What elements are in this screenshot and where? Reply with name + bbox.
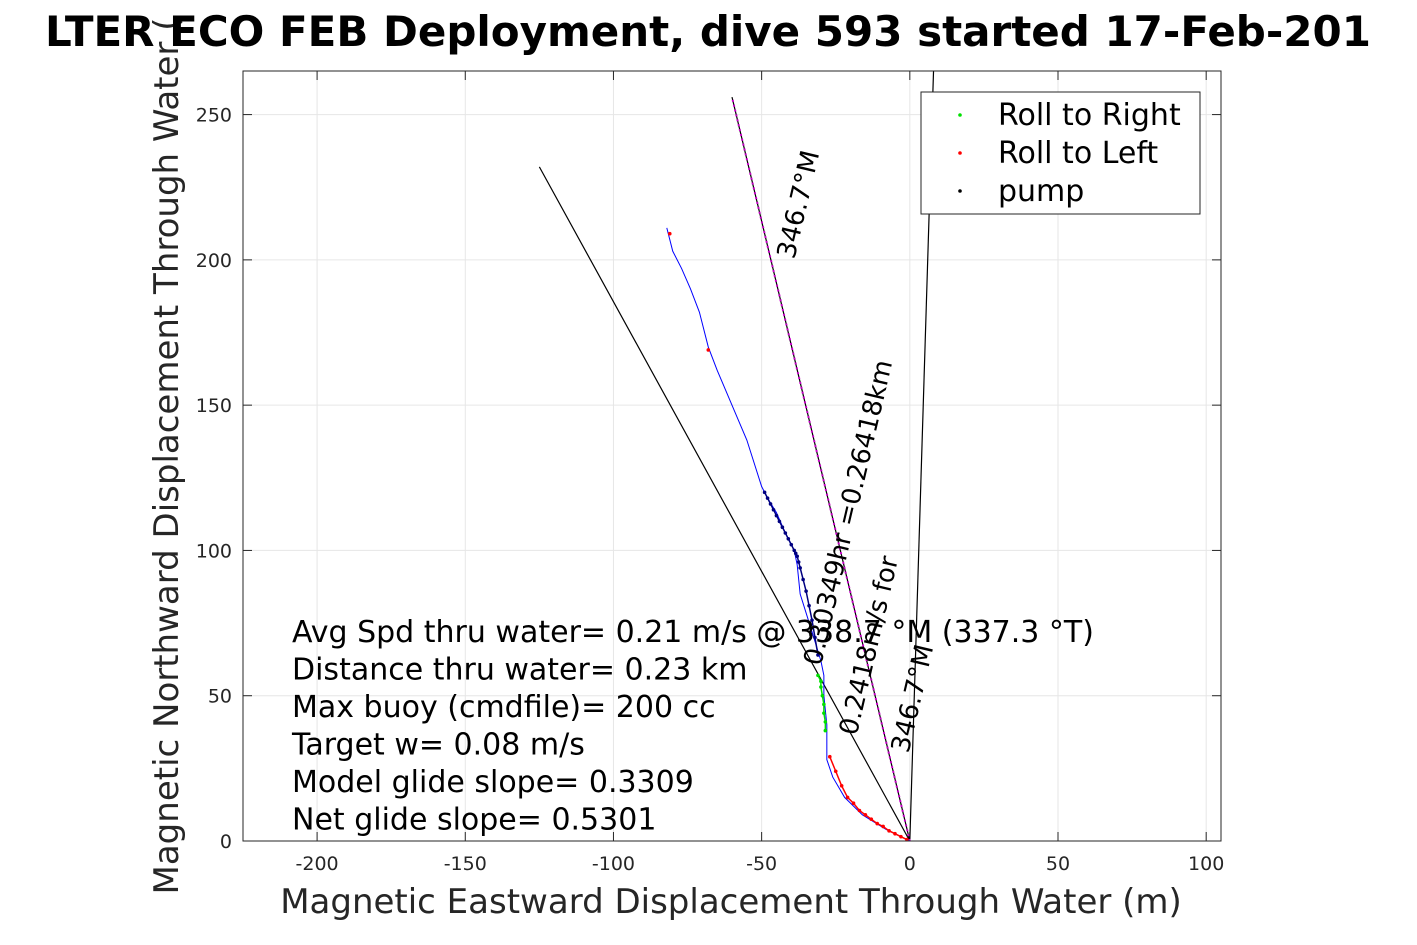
x-tick-label: -100 (592, 853, 635, 875)
data-point (771, 507, 776, 512)
legend-label-pump: pump (998, 174, 1084, 209)
summary-annotations: Avg Spd thru water= 0.21 m/s @ 338.7 °M … (291, 615, 1094, 838)
data-series (666, 227, 911, 841)
y-tick-label: 100 (196, 540, 232, 562)
legend-marker-roll-left (958, 151, 962, 155)
data-point (881, 824, 885, 829)
data-point (789, 542, 794, 547)
data-point (863, 813, 868, 817)
summary-line: Avg Spd thru water= 0.21 m/s @ 338.7 °M … (292, 615, 1094, 650)
data-point (807, 603, 811, 608)
x-axis-ticks: -200 -150 -100 -50 0 50 100 (296, 71, 1224, 875)
x-tick-label: 50 (1046, 853, 1070, 875)
data-point (813, 635, 817, 640)
legend: Roll to Right Roll to Left pump (920, 91, 1201, 215)
data-point (820, 693, 825, 698)
data-point (816, 673, 820, 678)
y-tick-label: 200 (196, 250, 232, 272)
x-tick-label: -200 (296, 853, 339, 875)
data-point (851, 801, 856, 806)
legend-label-roll-left: Roll to Left (998, 136, 1158, 171)
summary-line: Target w= 0.08 m/s (291, 728, 585, 763)
data-point (869, 817, 874, 822)
data-point (823, 728, 828, 733)
data-point (819, 679, 823, 683)
data-point (793, 551, 798, 556)
data-point (893, 831, 897, 836)
x-tick-label: -50 (746, 853, 777, 875)
plot-frame (242, 70, 1222, 842)
y-tick-label: 250 (196, 105, 232, 127)
legend-marker-pump (958, 189, 962, 193)
summary-line: Max buoy (cmdfile)= 200 cc (292, 690, 716, 725)
data-point (798, 566, 802, 570)
legend-box (920, 91, 1201, 215)
y-tick-label: 50 (208, 686, 232, 708)
data-point (822, 702, 826, 707)
data-point (845, 795, 850, 800)
legend-marker-roll-right (958, 113, 962, 117)
data-point (795, 554, 799, 559)
y-axis-ticks: 0 50 100 150 200 250 (196, 105, 1221, 853)
data-point (796, 560, 801, 564)
chart-title: LTER ECO FEB Deployment, dive 593 starte… (45, 7, 1371, 56)
data-point (762, 490, 767, 495)
summary-line: Model glide slope= 0.3309 (292, 765, 694, 800)
data-point (857, 808, 862, 813)
y-tick-label: 0 (220, 831, 232, 853)
data-point (828, 754, 832, 759)
data-point (774, 513, 779, 518)
x-axis-label: Magnetic Eastward Displacement Through W… (280, 882, 1182, 922)
x-tick-label: -150 (444, 853, 487, 875)
data-point (783, 531, 788, 535)
data-point (833, 769, 838, 774)
x-tick-label: 0 (904, 853, 916, 875)
y-axis-label: Magnetic Northward Displacement Through … (147, 18, 187, 895)
data-point (801, 577, 805, 582)
data-point (780, 525, 785, 529)
data-point (905, 837, 909, 841)
data-point (887, 829, 891, 833)
data-point (839, 783, 844, 788)
y-tick-label: 150 (196, 395, 232, 417)
data-point (792, 548, 797, 553)
data-point (786, 537, 791, 541)
data-point (777, 519, 782, 524)
data-point (899, 834, 903, 839)
x-tick-label: 100 (1188, 853, 1224, 875)
data-point (667, 231, 672, 236)
data-point (804, 589, 808, 593)
data-point (816, 653, 820, 657)
reference-line (731, 97, 911, 841)
data-point (819, 685, 823, 689)
legend-label-roll-right: Roll to Right (998, 98, 1181, 133)
data-point (822, 711, 826, 715)
data-point (875, 821, 880, 826)
data-point (768, 502, 773, 506)
data-point (765, 496, 770, 500)
data-point (810, 618, 814, 622)
summary-line: Net glide slope= 0.5301 (292, 803, 656, 838)
reference-line (538, 166, 911, 841)
data-point (823, 720, 828, 724)
data-point (706, 348, 711, 352)
summary-line: Distance thru water= 0.23 km (292, 653, 747, 688)
